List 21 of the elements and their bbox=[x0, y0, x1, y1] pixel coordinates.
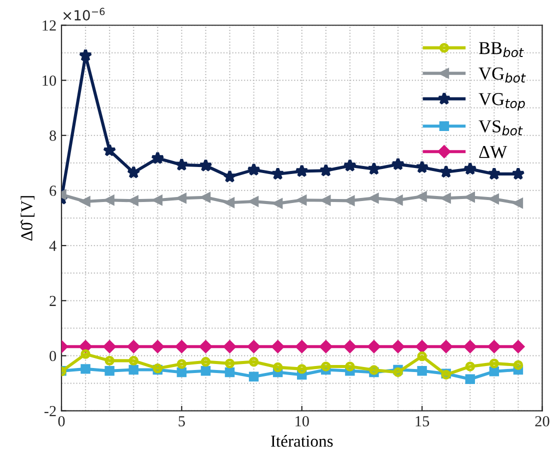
legend-label: ΔW bbox=[479, 146, 508, 158]
text: ×10$^{−6}$ bbox=[63, 8, 105, 21]
legend-label: VG$_{top}$ bbox=[478, 93, 525, 111]
y-tick-label: 8 bbox=[50, 130, 56, 141]
x-tick-label: 5 bbox=[178, 416, 185, 426]
y-axis-title: Δ0̂ [V] bbox=[20, 196, 34, 241]
x-tick-label: 10 bbox=[296, 416, 309, 426]
x-tick-label: 20 bbox=[535, 416, 550, 426]
y-tick-label: 10 bbox=[42, 75, 56, 86]
y-tick-label: 4 bbox=[49, 240, 56, 251]
y-tick-label: 6 bbox=[50, 186, 56, 196]
legend-label: VG$_{bot}$ bbox=[478, 68, 526, 83]
y-tick-label: -2 bbox=[44, 406, 56, 416]
legend-label: VS$_{bot}$ bbox=[478, 120, 523, 136]
x-tick-label: 0 bbox=[58, 416, 65, 426]
x-axis-title: Itérations bbox=[270, 435, 333, 447]
y-tick-label: 2 bbox=[50, 296, 56, 306]
y-tick-label: 12 bbox=[42, 20, 56, 31]
legend-label: BB$_{bot}$ bbox=[479, 42, 524, 58]
x-tick-label: 15 bbox=[416, 416, 430, 426]
y-tick-label: 0 bbox=[50, 350, 56, 362]
